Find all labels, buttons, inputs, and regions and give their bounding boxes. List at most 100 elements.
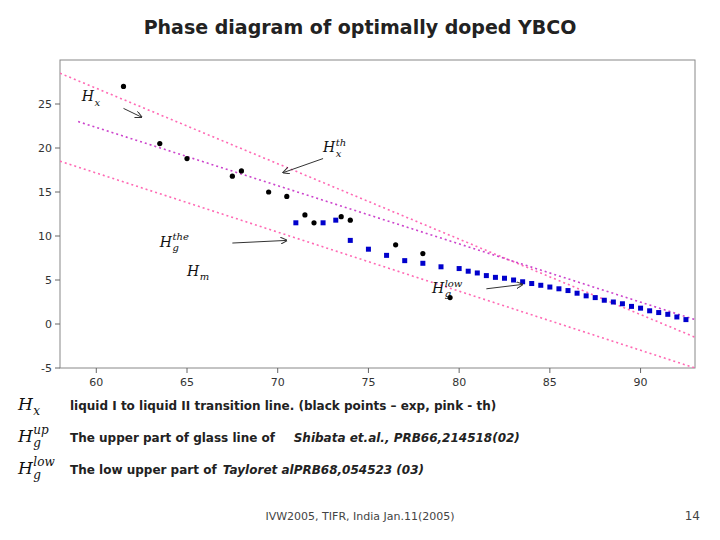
symbol-base: H: [186, 263, 200, 279]
point: [656, 310, 661, 315]
x-tick: [187, 368, 188, 373]
plot-frame: [60, 60, 695, 368]
y-tick: [55, 368, 60, 369]
line: [78, 122, 695, 320]
y-tick: [55, 324, 60, 325]
title: Phase diagram of optimally doped YBCO: [144, 16, 577, 38]
symbol-sup: the: [173, 231, 189, 242]
point: [384, 253, 389, 258]
y-tick-label: 20: [38, 142, 52, 155]
symbol-sub: g: [33, 468, 41, 482]
y-axis: -5 0 5 10 15 20 25: [38, 98, 60, 375]
point: [339, 214, 344, 219]
footer: IVW2005, TIFR, India Jan.11(2005): [265, 510, 454, 523]
y-tick-label: -5: [41, 362, 52, 375]
y-tick-label: 15: [38, 186, 52, 199]
x-tick: [368, 368, 369, 373]
symbol-base: H: [17, 426, 34, 446]
point: [584, 293, 589, 298]
point: [311, 220, 316, 225]
point: [620, 301, 625, 306]
y-tick-label: 0: [45, 318, 52, 331]
symbol-sub: x: [33, 404, 40, 418]
series-group: [60, 73, 695, 368]
x-tick-label: 90: [634, 376, 648, 389]
note-text: The low upper part of: [70, 463, 221, 477]
point: [230, 174, 235, 179]
note-ref: Shibata et.al., PRB66,214518(02): [294, 431, 520, 445]
point: [511, 278, 516, 283]
point: [121, 84, 126, 89]
x-tick-label: 65: [180, 376, 194, 389]
y-tick-label: 5: [45, 274, 52, 287]
point: [333, 218, 338, 223]
y-tick: [55, 280, 60, 281]
point: [629, 304, 634, 309]
point: [457, 266, 462, 271]
point: [239, 168, 244, 173]
point: [184, 156, 189, 161]
point: [420, 261, 425, 266]
symbol-sub: x: [94, 97, 100, 108]
point: [302, 212, 307, 217]
x-tick: [549, 368, 550, 373]
symbol-sub: x: [336, 148, 342, 159]
point: [538, 283, 543, 288]
y-tick-label: 25: [38, 98, 52, 111]
x-tick-label: 60: [89, 376, 103, 389]
x-tick: [459, 368, 460, 373]
point: [647, 308, 652, 313]
symbol-sub: g: [33, 436, 41, 450]
point: [293, 220, 298, 225]
y-tick-label: 10: [38, 230, 52, 243]
x-tick: [640, 368, 641, 373]
point: [674, 314, 679, 319]
symbol-sub: m: [200, 271, 209, 282]
symbol-base: H: [322, 139, 336, 155]
point: [420, 251, 425, 256]
page-number: 14: [685, 509, 700, 523]
annotation-arrow: [486, 284, 522, 288]
point: [466, 269, 471, 274]
symbol-sup: low: [33, 455, 55, 469]
point: [593, 295, 598, 300]
x-tick: [277, 368, 278, 373]
point: [157, 141, 162, 146]
point: [366, 247, 371, 252]
point: [321, 220, 326, 225]
notes: Hxliquid I to liquid II transition line.…: [17, 394, 520, 482]
point: [393, 242, 398, 247]
symbol-sup: th: [336, 137, 346, 148]
point: [402, 258, 407, 263]
chart: Phase diagram of optimally doped YBCO606…: [0, 0, 720, 540]
point: [484, 273, 489, 278]
point: [475, 270, 480, 275]
y-tick: [55, 236, 60, 237]
symbol-sup: up: [33, 423, 49, 437]
point: [266, 189, 271, 194]
annotation-arrow: [124, 108, 142, 117]
symbol-sup: low: [445, 278, 463, 289]
symbol-base: H: [17, 394, 34, 414]
point: [638, 306, 643, 311]
note-text: The upper part of glass line of: [70, 431, 292, 445]
x-tick-label: 75: [361, 376, 375, 389]
point: [575, 291, 580, 296]
x-tick: [96, 368, 97, 373]
point: [529, 281, 534, 286]
y-tick: [55, 192, 60, 193]
point: [493, 275, 498, 280]
x-axis: 60 65 70 75 80 85 90: [89, 368, 647, 389]
point: [348, 218, 353, 223]
y-tick: [55, 104, 60, 105]
x-tick-label: 80: [452, 376, 466, 389]
line: [60, 73, 695, 337]
point: [439, 264, 444, 269]
point: [547, 285, 552, 290]
x-tick-label: 70: [271, 376, 285, 389]
symbol-base: H: [431, 280, 445, 296]
annotations: HxHxthHgtheHmHglow: [81, 88, 523, 299]
annotation-arrow: [232, 240, 286, 243]
x-tick-label: 85: [543, 376, 557, 389]
point: [665, 312, 670, 317]
